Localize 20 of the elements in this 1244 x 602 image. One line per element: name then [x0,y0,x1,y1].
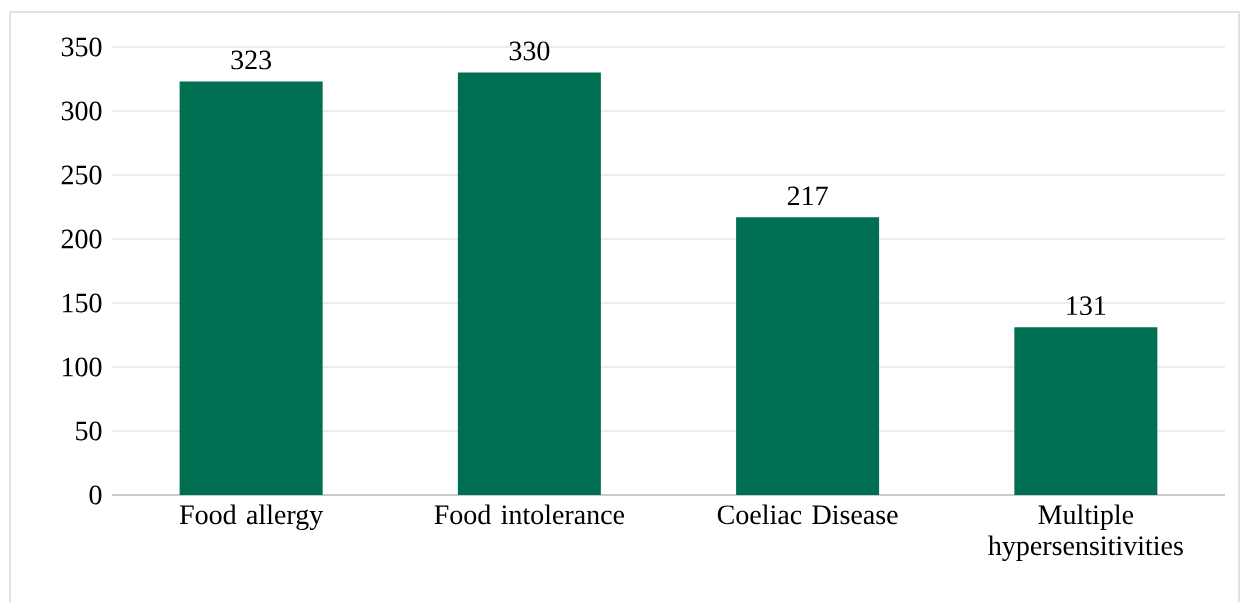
bar [179,81,323,495]
data-label: 217 [787,186,828,206]
y-tick-label: 250 [61,165,102,185]
y-tick-label: 50 [76,421,102,441]
y-tick-label: 0 [89,485,102,505]
data-label: 131 [1067,296,1106,316]
bar [457,72,601,495]
x-tick-label: Coeliac Disease [717,504,898,525]
bar [1014,327,1158,495]
y-tick-label: 100 [62,357,102,377]
y-tick-label: 300 [61,101,102,121]
y-tick-label: 200 [61,229,102,249]
data-label: 330 [509,41,550,61]
data-label: 323 [231,50,272,70]
y-tick-label: 350 [61,37,102,57]
y-tick-label: 150 [62,293,102,313]
x-tick-label: Food allergy [179,504,324,530]
bar [736,217,880,495]
x-tick-label: Multiple hypersensitivities [988,504,1183,561]
x-tick-label: Food intolerance [434,504,625,525]
